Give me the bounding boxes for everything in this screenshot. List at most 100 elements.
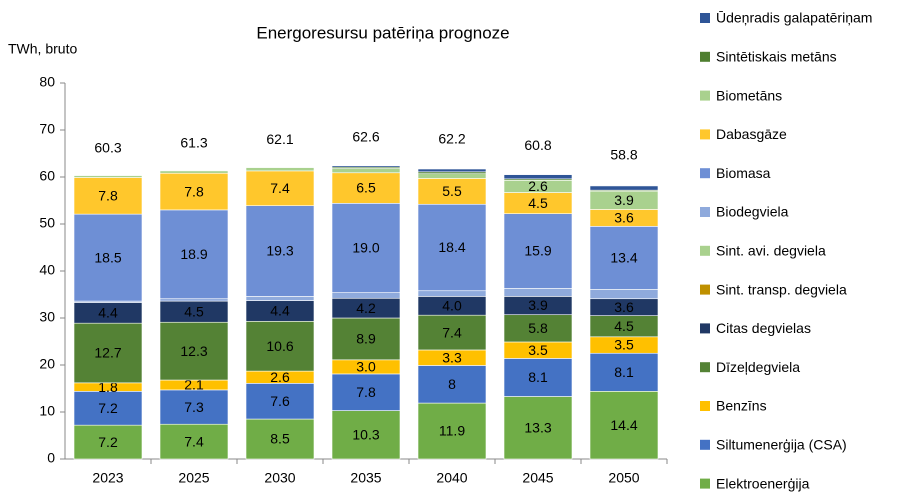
data-label: 8 [448, 376, 456, 392]
total-label: 62.6 [352, 128, 379, 144]
bar-segment [245, 170, 315, 206]
bar-segment [503, 396, 573, 460]
bar-segment [245, 167, 315, 172]
y-tick-label: 50 [39, 215, 55, 231]
legend-swatch [700, 90, 710, 101]
data-label: 10.6 [266, 338, 293, 354]
bar-segment [589, 226, 659, 290]
legend-swatch [700, 13, 710, 23]
data-label: 4.4 [270, 303, 290, 319]
data-label: 4.5 [184, 303, 204, 319]
data-label: 8.1 [528, 369, 548, 385]
legend-swatch [700, 401, 710, 411]
data-label: 7.4 [184, 433, 204, 449]
bar-segment [331, 373, 401, 411]
bar-segment [245, 418, 315, 460]
bar-segment [73, 424, 143, 460]
chart-title: Energoresursu patēriņa prognoze [256, 23, 509, 42]
data-label: 7.3 [184, 399, 204, 415]
data-label: 19.0 [352, 240, 379, 256]
y-tick-label: 20 [39, 356, 55, 372]
total-label: 62.2 [438, 130, 465, 146]
bar-segment [331, 410, 401, 460]
data-label: 3.6 [614, 210, 634, 226]
data-label: 18.4 [438, 239, 465, 255]
legend-label: Sint. avi. degviela [716, 243, 826, 259]
legend-label: Benzīns [716, 398, 767, 414]
bar-segment [331, 292, 401, 299]
data-label: 4.4 [98, 305, 118, 321]
total-label: 58.8 [610, 146, 637, 162]
legend-swatch [700, 323, 710, 334]
data-label: 4.2 [356, 300, 376, 316]
legend-label: Sintētiskais metāns [716, 49, 837, 65]
bar-segment [245, 296, 315, 301]
data-label: 2.6 [270, 369, 290, 385]
bar-segment [245, 383, 315, 420]
bar-segment [417, 173, 487, 179]
data-label: 3.6 [614, 299, 634, 315]
bar-segment [417, 365, 487, 404]
x-tick-label: 2030 [264, 470, 295, 486]
bar-segment [331, 203, 401, 293]
y-tick-label: 0 [47, 450, 55, 466]
data-label: 3.3 [442, 349, 462, 365]
bar-segment [73, 322, 143, 384]
data-label: 3.5 [614, 337, 634, 353]
data-label: 18.5 [94, 249, 121, 265]
bar-segment [589, 185, 659, 191]
data-label: 7.6 [270, 393, 290, 409]
legend-swatch [700, 284, 710, 295]
bar-segment [245, 320, 315, 372]
bar-segment [159, 389, 229, 425]
data-label: 6.5 [356, 180, 376, 196]
data-label: 7.2 [98, 434, 118, 450]
data-label: 7.2 [98, 400, 118, 416]
legend-swatch [700, 129, 710, 140]
legend-swatch [700, 245, 710, 256]
legend-label: Biometāns [716, 87, 782, 103]
bar-segment [159, 321, 229, 381]
data-label: 7.4 [270, 180, 290, 196]
data-label: 13.4 [610, 250, 637, 266]
bar-segment [503, 288, 573, 297]
x-tick-label: 2023 [92, 470, 123, 486]
bar-segment [417, 203, 487, 292]
legend-swatch [700, 207, 710, 217]
bar-segment [589, 391, 659, 460]
y-axis-label: TWh, bruto [8, 41, 77, 57]
data-label: 10.3 [352, 426, 379, 442]
data-label: 5.5 [442, 183, 462, 199]
bar-segment [331, 317, 401, 361]
bar-segment [589, 289, 659, 300]
y-tick-label: 70 [39, 121, 55, 137]
bar-segment [417, 402, 487, 460]
y-tick-label: 60 [39, 168, 55, 184]
data-label: 4.0 [442, 297, 462, 313]
data-label: 5.8 [528, 320, 548, 336]
data-label: 8.1 [614, 364, 634, 380]
bar-segment [159, 423, 229, 460]
legend-swatch [700, 168, 710, 179]
x-tick-label: 2035 [350, 470, 381, 486]
data-label: 13.3 [524, 419, 551, 435]
y-tick-label: 40 [39, 262, 55, 278]
data-label: 19.3 [266, 243, 293, 259]
data-label: 7.8 [98, 188, 118, 204]
data-label: 2.6 [528, 178, 548, 194]
data-label: 8.5 [270, 431, 290, 447]
legend-label: Dabasgāze [716, 126, 787, 142]
data-label: 2.1 [184, 377, 204, 393]
data-label: 7.4 [442, 324, 462, 340]
data-label: 3.0 [356, 359, 376, 375]
bar-segment [503, 213, 573, 289]
bar-segment [589, 352, 659, 392]
data-label: 4.5 [528, 195, 548, 211]
legend-label: Ūdeņradis galapatēriņam [716, 10, 872, 26]
data-label: 3.9 [614, 192, 634, 208]
bar-segment [159, 298, 229, 302]
bar-segment [503, 174, 573, 180]
y-tick-label: 80 [39, 74, 55, 90]
data-label: 11.9 [439, 423, 465, 439]
